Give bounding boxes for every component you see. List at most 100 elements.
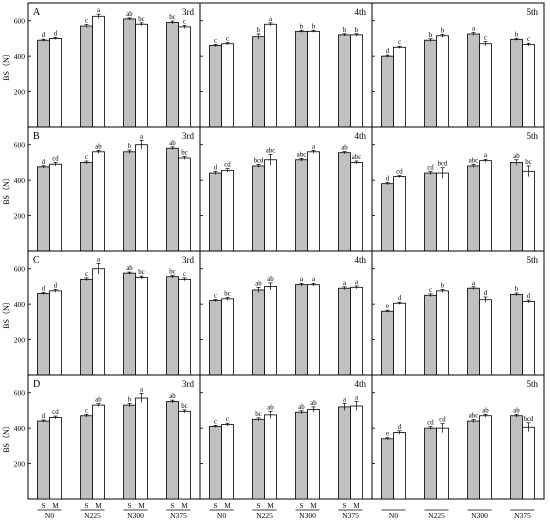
bar-m-n0	[49, 290, 62, 376]
significance-letter: b	[257, 27, 261, 34]
panel-title: 5th	[526, 7, 538, 17]
bar-m-n0	[393, 432, 406, 500]
significance-letter: e	[386, 303, 389, 310]
bar-m-n0	[49, 38, 62, 128]
bar-label-s: S	[171, 502, 175, 510]
bar-m-n375	[522, 301, 535, 376]
bar-s-n0	[381, 438, 394, 500]
y-tick-label: 200	[14, 336, 26, 345]
significance-letter: b	[355, 27, 359, 34]
panel-title: 5th	[526, 255, 538, 265]
bar-s-n0	[209, 45, 222, 128]
panel-title: 4th	[354, 255, 366, 265]
bar-s-n375	[166, 147, 179, 252]
panel-title: 3rd	[182, 255, 194, 265]
significance-letter: a	[97, 7, 100, 14]
significance-letter: d	[386, 48, 390, 55]
group-label-n300: N300	[127, 511, 144, 520]
significance-letter: a	[300, 276, 303, 283]
bar-m-n0	[221, 169, 234, 252]
significance-letter: a	[472, 26, 475, 33]
y-tick-label: 600	[14, 265, 26, 274]
bar-m-n225	[436, 290, 449, 376]
significance-letter: ab	[482, 407, 489, 414]
bar-label-m: M	[353, 502, 360, 510]
significance-letter: cd	[52, 155, 59, 162]
bar-label-s: S	[214, 502, 218, 510]
panel-title: 3rd	[182, 7, 194, 17]
bar-s-n225	[424, 294, 437, 376]
significance-letter: d	[54, 282, 58, 289]
bar-m-n225	[264, 286, 277, 376]
significance-letter: c	[527, 36, 530, 43]
bar-label-m: M	[267, 502, 274, 510]
group-label-n375: N375	[170, 511, 187, 520]
significance-letter: ab	[169, 393, 176, 400]
significance-letter: c	[85, 271, 88, 278]
bar-s-n225	[80, 278, 93, 376]
group-label-n225: N225	[428, 511, 445, 520]
bar-s-n0	[381, 55, 394, 128]
y-axis-label: BS（N）	[2, 173, 11, 205]
bar-m-n375	[350, 34, 363, 128]
significance-letter: bcd	[254, 158, 264, 165]
bar-m-n375	[350, 405, 363, 500]
bar-s-n225	[80, 415, 93, 500]
significance-letter: bc	[255, 411, 261, 418]
panel-letter: C	[33, 255, 40, 266]
significance-letter: abc	[266, 147, 275, 154]
bar-s-n0	[37, 39, 50, 128]
significance-letter: a	[355, 279, 358, 286]
bar-s-n300	[467, 165, 480, 252]
significance-letter: b	[343, 27, 347, 34]
bar-s-n0	[209, 172, 222, 252]
significance-letter: c	[183, 271, 186, 278]
bar-s-n300	[123, 151, 136, 252]
significance-letter: bc	[169, 268, 175, 275]
bar-m-n225	[92, 15, 105, 128]
significance-letter: a	[472, 280, 475, 287]
panel-letter: A	[33, 7, 41, 18]
significance-letter: bc	[525, 159, 531, 166]
bar-m-n300	[479, 43, 492, 128]
bar-label-s: S	[42, 502, 46, 510]
significance-letter: c	[85, 154, 88, 161]
bar-m-n225	[92, 404, 105, 500]
significance-letter: bc	[138, 269, 144, 276]
group-label-n300: N300	[471, 511, 488, 520]
significance-letter: c	[398, 39, 401, 46]
significance-letter: cd	[439, 417, 446, 424]
bar-m-n375	[178, 410, 191, 500]
bar-s-n225	[424, 427, 437, 500]
y-tick-label: 600	[14, 141, 26, 150]
bar-s-n375	[338, 406, 351, 500]
bar-s-n225	[80, 162, 93, 252]
group-label-n0: N0	[217, 511, 226, 520]
significance-letter: a	[343, 396, 346, 403]
significance-letter: cd	[52, 409, 59, 416]
significance-letter: d	[484, 290, 488, 297]
bar-m-n225	[264, 23, 277, 128]
bar-m-n225	[264, 414, 277, 500]
significance-letter: ab	[310, 400, 317, 407]
bar-label-s: S	[257, 502, 261, 510]
bar-m-n375	[522, 44, 535, 128]
bar-s-n225	[252, 289, 265, 376]
bar-s-n375	[166, 22, 179, 128]
significance-letter: c	[214, 293, 217, 300]
bar-s-n375	[510, 415, 523, 500]
bar-m-n300	[479, 160, 492, 252]
bar-s-n0	[37, 420, 50, 500]
bar-label-m: M	[310, 502, 317, 510]
bar-s-n0	[209, 300, 222, 376]
y-tick-label: 200	[14, 212, 26, 221]
significance-letter: b	[429, 32, 433, 39]
bar-s-n225	[80, 25, 93, 128]
significance-letter: bc	[181, 150, 187, 157]
y-axis-label: BS（N）	[2, 421, 11, 453]
bar-m-n225	[436, 172, 449, 252]
group-label-n225: N225	[84, 511, 101, 520]
